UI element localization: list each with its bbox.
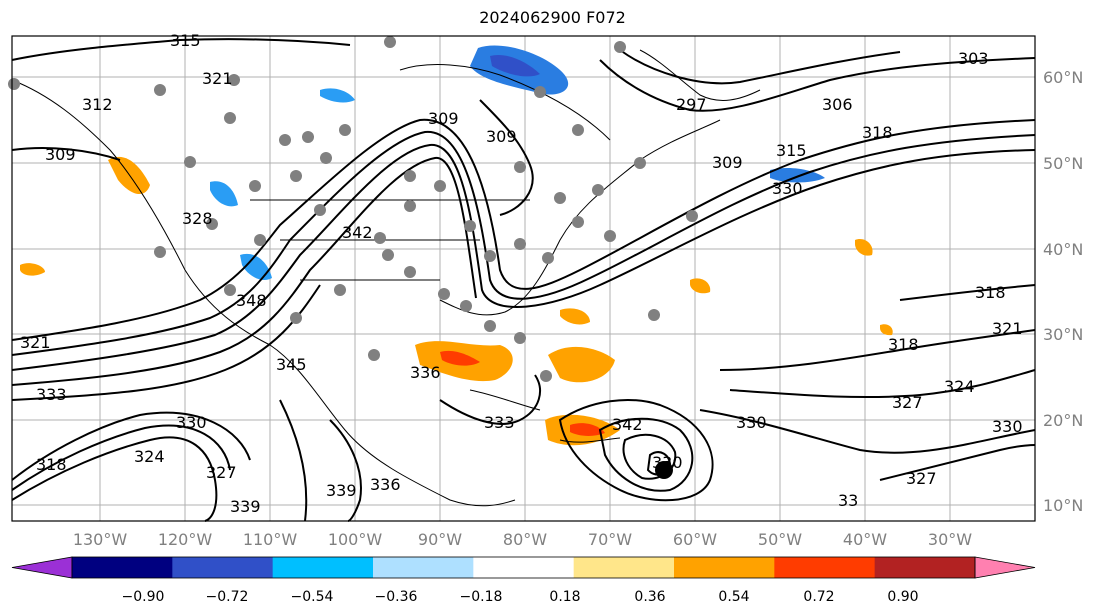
lon-label: 100°W (328, 530, 383, 549)
colorbar (11, 556, 1036, 579)
contour-label: 318 (36, 455, 67, 474)
contour-label: 330 (992, 417, 1023, 436)
contour-label: 333 (36, 385, 67, 404)
lat-label: 50°N (1043, 154, 1083, 173)
contour-label: 309 (428, 109, 459, 128)
colorbar-bin (172, 557, 274, 578)
contour-label: 315 (776, 141, 807, 160)
lat-label: 40°N (1043, 240, 1083, 259)
contour-label: 339 (326, 481, 357, 500)
contour-label: 328 (182, 209, 213, 228)
lon-label: 110°W (243, 530, 298, 549)
contour-label: 324 (944, 377, 975, 396)
colorbar-bin (373, 557, 474, 578)
colorbar-tick-label: 0.72 (803, 589, 834, 605)
contour-label: 297 (676, 95, 707, 114)
colorbar-bin (874, 557, 976, 578)
colorbar-bin (674, 557, 775, 578)
colorbar-tick-label: −0.36 (375, 589, 418, 605)
contour-label: 318 (862, 123, 893, 142)
contour-label: 342 (612, 415, 643, 434)
map-background (12, 36, 1035, 521)
colorbar-bin (72, 557, 173, 578)
lon-label: 40°W (843, 530, 887, 549)
contour-label: 318 (888, 335, 919, 354)
colorbar-outline (71, 556, 976, 579)
contour-label: 330 (176, 413, 207, 432)
contour-label: 330 (652, 453, 683, 472)
longitude-labels: 130°W 120°W 110°W 100°W 90°W 80°W 70°W 6… (73, 530, 972, 549)
lat-label: 20°N (1043, 411, 1083, 430)
lon-label: 120°W (158, 530, 213, 549)
contour-label: 315 (170, 31, 201, 50)
contour-label: 309 (712, 153, 743, 172)
storm-center-marker (655, 461, 673, 479)
contour-label: 342 (342, 223, 373, 242)
colorbar-labels: −0.90 −0.72 −0.54 −0.36 −0.18 0.18 0.36 … (122, 589, 919, 605)
latitude-labels: 60°N 50°N 40°N 30°N 20°N 10°N (1043, 68, 1083, 515)
contour-label: 306 (822, 95, 853, 114)
lon-label: 30°W (928, 530, 972, 549)
colorbar-bin (774, 557, 876, 578)
map-frame (11, 35, 1036, 522)
contour-label-group: 315 321 312 309 328 342 348 345 336 339 … (20, 31, 1023, 516)
lon-label: 130°W (73, 530, 128, 549)
lat-label: 10°N (1043, 496, 1083, 515)
contour-label: 324 (134, 447, 165, 466)
contour-label: 339 (230, 497, 261, 516)
colorbar-tick-label: −0.54 (291, 589, 334, 605)
colorbar-tick-label: −0.18 (460, 589, 503, 605)
contour-label: 33 (838, 491, 858, 510)
lon-label: 80°W (503, 530, 547, 549)
contour-label: 327 (892, 393, 923, 412)
lon-label: 60°W (673, 530, 717, 549)
contour-label: 336 (370, 475, 401, 494)
contour-label: 336 (410, 363, 441, 382)
contour-label: 348 (236, 291, 267, 310)
contour-label: 321 (20, 333, 51, 352)
graticule (12, 36, 1035, 521)
colorbar-tick-label: 0.36 (634, 589, 665, 605)
contour-label: 345 (276, 355, 307, 374)
contour-label: 318 (975, 283, 1006, 302)
contour-label: 321 (992, 319, 1023, 338)
contour-label: 333 (484, 413, 515, 432)
colorbar-tick-label: 0.54 (718, 589, 749, 605)
contour-label: 309 (486, 127, 517, 146)
colorbar-tick-label: −0.90 (122, 589, 165, 605)
lon-label: 70°W (588, 530, 632, 549)
contour-label: 327 (206, 463, 237, 482)
contour-lines (11, 38, 1036, 522)
station-markers (8, 36, 698, 382)
contour-label: 309 (45, 145, 76, 164)
colorbar-extend-max (974, 556, 1036, 579)
lat-label: 30°N (1043, 325, 1083, 344)
lon-label: 50°W (758, 530, 802, 549)
contour-label: 330 (772, 179, 803, 198)
lon-label: 90°W (418, 530, 462, 549)
colorbar-bin (272, 557, 374, 578)
contour-label: 321 (202, 69, 233, 88)
colorbar-bin (573, 557, 675, 578)
contour-label: 330 (736, 413, 767, 432)
colorbar-bin (473, 557, 575, 578)
colorbar-tick-label: −0.72 (206, 589, 249, 605)
contour-label: 327 (906, 469, 937, 488)
colorbar-extend-min (11, 556, 73, 579)
contour-label: 312 (82, 95, 113, 114)
lat-label: 60°N (1043, 68, 1083, 87)
colorbar-tick-label: 0.90 (887, 589, 918, 605)
map-title: 2024062900 F072 (479, 8, 626, 27)
contour-label: 303 (958, 49, 989, 68)
colorbar-tick-label: 0.18 (549, 589, 580, 605)
shaded-field (20, 45, 893, 446)
